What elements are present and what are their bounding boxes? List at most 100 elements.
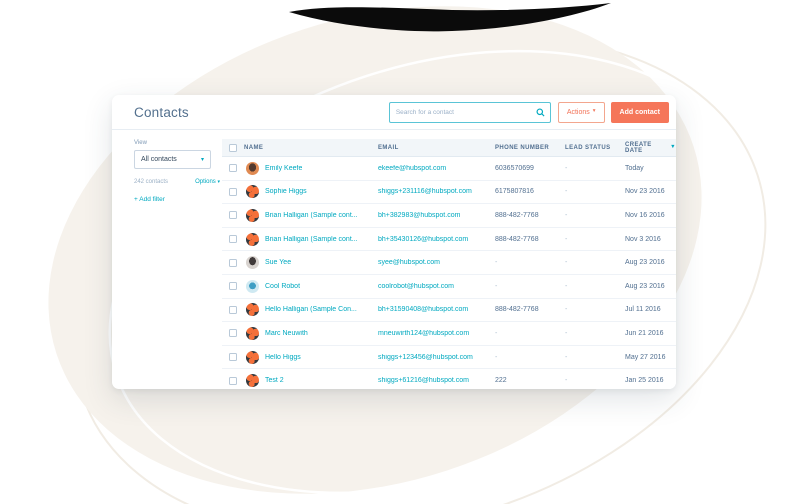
contact-name-link[interactable]: Brian Halligan (Sample cont... bbox=[265, 211, 358, 219]
row-checkbox[interactable] bbox=[229, 353, 237, 362]
table-row: Hello Halligan (Sample Con... bh+3159040… bbox=[222, 298, 676, 323]
count-row: 242 contacts Options ▾ bbox=[134, 179, 220, 185]
app-header: Contacts Actions ▾ Add contact bbox=[112, 95, 676, 130]
add-contact-button[interactable]: Add contact bbox=[610, 101, 669, 123]
view-label: View bbox=[134, 140, 147, 146]
sort-desc-icon: ▼ bbox=[670, 143, 676, 150]
options-link[interactable]: Options ▾ bbox=[195, 179, 220, 185]
table-row: Cool Robot coolrobot@hubspot.com - - Aug… bbox=[222, 274, 676, 299]
column-header-lead-status[interactable]: LEAD STATUS bbox=[565, 144, 611, 151]
actions-button[interactable]: Actions ▾ bbox=[557, 101, 605, 123]
contact-name-link[interactable]: Emily Keefe bbox=[265, 164, 303, 172]
avatar bbox=[246, 279, 259, 293]
contact-name-link[interactable]: Test 2 bbox=[265, 377, 284, 385]
table-row: Marc Neuwith mneuwirth124@hubspot.com - … bbox=[222, 322, 676, 346]
contact-name-link[interactable]: Cool Robot bbox=[265, 282, 301, 290]
contact-lead-status: - bbox=[565, 235, 568, 243]
contact-create-date: Nov 23 2016 bbox=[625, 188, 665, 196]
table-row: Brian Halligan (Sample cont... bh+354301… bbox=[222, 227, 676, 252]
contact-phone: 888-482-7768 bbox=[495, 306, 539, 314]
row-checkbox[interactable] bbox=[229, 164, 237, 173]
chevron-down-icon: ▾ bbox=[217, 179, 220, 185]
contact-create-date: Jun 21 2016 bbox=[625, 329, 664, 337]
row-checkbox[interactable] bbox=[229, 258, 237, 267]
name-cell: Test 2 bbox=[244, 374, 378, 388]
page-title: Contacts bbox=[134, 104, 189, 120]
name-cell: Cool Robot bbox=[244, 279, 378, 293]
contacts-count: 242 contacts bbox=[134, 179, 169, 185]
contact-email-link[interactable]: syee@hubspot.com bbox=[378, 259, 440, 267]
contact-email-link[interactable]: bh+35430126@hubspot.com bbox=[378, 235, 469, 243]
row-checkbox[interactable] bbox=[229, 329, 237, 338]
contact-email-link[interactable]: shiggs+61216@hubspot.com bbox=[378, 377, 469, 385]
contact-name-link[interactable]: Marc Neuwith bbox=[265, 329, 308, 337]
contact-phone: - bbox=[495, 282, 498, 290]
table-row: Test 2 shiggs+61216@hubspot.com 222 - Ja… bbox=[222, 369, 676, 389]
contact-phone: 6036570699 bbox=[495, 164, 534, 172]
column-header-phone[interactable]: PHONE NUMBER bbox=[495, 144, 550, 151]
contact-email-link[interactable]: mneuwirth124@hubspot.com bbox=[378, 329, 470, 337]
name-cell: Emily Keefe bbox=[244, 161, 378, 175]
add-contact-label: Add contact bbox=[619, 108, 660, 116]
contact-create-date: Aug 23 2016 bbox=[625, 259, 665, 267]
row-checkbox[interactable] bbox=[229, 376, 237, 385]
row-checkbox[interactable] bbox=[229, 211, 237, 220]
table-row: Sophie Higgs shiggs+231116@hubspot.com 6… bbox=[222, 180, 676, 205]
contact-phone: 888-482-7768 bbox=[495, 211, 539, 219]
contact-create-date: Jul 11 2016 bbox=[625, 306, 661, 314]
name-cell: Marc Neuwith bbox=[244, 326, 378, 340]
contact-name-link[interactable]: Sophie Higgs bbox=[265, 188, 307, 196]
row-checkbox[interactable] bbox=[229, 235, 237, 244]
search-input[interactable] bbox=[389, 102, 534, 122]
avatar bbox=[246, 208, 259, 222]
contact-create-date: Jan 25 2016 bbox=[625, 377, 664, 385]
contact-email-link[interactable]: coolrobot@hubspot.com bbox=[378, 282, 454, 290]
contact-name-link[interactable]: Hello Higgs bbox=[265, 353, 301, 361]
add-filter-link[interactable]: + Add filter bbox=[134, 196, 165, 203]
column-header-email[interactable]: EMAIL bbox=[378, 144, 399, 151]
contacts-table: NAME EMAIL PHONE NUMBER LEAD STATUS CREA… bbox=[222, 139, 676, 389]
name-cell: Brian Halligan (Sample cont... bbox=[244, 232, 378, 246]
contact-create-date: Nov 3 2016 bbox=[625, 235, 661, 243]
contact-phone: - bbox=[495, 353, 498, 361]
contact-search[interactable] bbox=[388, 101, 551, 123]
contact-lead-status: - bbox=[565, 211, 568, 219]
contact-email-link[interactable]: bh+31590408@hubspot.com bbox=[378, 306, 469, 314]
contact-email-link[interactable]: ekeefe@hubspot.com bbox=[378, 164, 447, 172]
table-row: Emily Keefe ekeefe@hubspot.com 603657069… bbox=[222, 157, 676, 181]
app-body: View All contacts ▾ 242 contacts Options… bbox=[112, 130, 676, 389]
contact-email-link[interactable]: bh+382983@hubspot.com bbox=[378, 211, 461, 219]
search-icon[interactable] bbox=[534, 107, 548, 117]
name-cell: Sue Yee bbox=[244, 256, 378, 270]
chevron-down-icon: ▾ bbox=[200, 157, 204, 163]
row-checkbox[interactable] bbox=[229, 187, 237, 196]
sidebar: View All contacts ▾ 242 contacts Options… bbox=[112, 139, 222, 389]
select-all-checkbox[interactable] bbox=[229, 143, 237, 152]
contact-create-date: Today bbox=[625, 164, 644, 172]
contact-name-link[interactable]: Hello Halligan (Sample Con... bbox=[265, 306, 357, 314]
contact-phone: - bbox=[495, 259, 498, 267]
avatar bbox=[246, 161, 259, 175]
actions-button-label: Actions bbox=[566, 108, 590, 116]
name-cell: Hello Halligan (Sample Con... bbox=[244, 303, 378, 317]
column-header-create-date-label: CREATE DATE bbox=[625, 141, 652, 154]
contact-email-link[interactable]: shiggs+123456@hubspot.com bbox=[378, 353, 473, 361]
contact-lead-status: - bbox=[565, 353, 568, 361]
avatar bbox=[246, 185, 259, 199]
row-checkbox[interactable] bbox=[229, 282, 237, 291]
column-header-name[interactable]: NAME bbox=[244, 144, 264, 151]
column-header-create-date[interactable]: CREATE DATE ▼ bbox=[625, 142, 676, 154]
contact-email-link[interactable]: shiggs+231116@hubspot.com bbox=[378, 188, 472, 196]
contact-phone: 222 bbox=[495, 377, 507, 385]
table-row: Sue Yee syee@hubspot.com - - Aug 23 2016 bbox=[222, 251, 676, 275]
contact-name-link[interactable]: Brian Halligan (Sample cont... bbox=[265, 235, 358, 243]
options-label: Options bbox=[195, 179, 216, 185]
contact-lead-status: - bbox=[565, 282, 568, 290]
view-dropdown[interactable]: All contacts ▾ bbox=[134, 150, 211, 169]
avatar bbox=[246, 350, 259, 364]
avatar bbox=[246, 303, 259, 317]
name-cell: Hello Higgs bbox=[244, 350, 378, 364]
avatar bbox=[246, 374, 259, 388]
contact-name-link[interactable]: Sue Yee bbox=[265, 259, 292, 267]
row-checkbox[interactable] bbox=[229, 305, 237, 314]
